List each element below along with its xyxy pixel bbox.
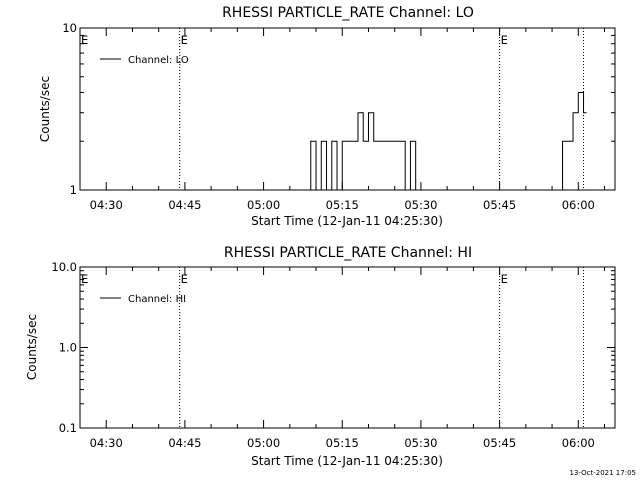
x-tick-label: 05:00 xyxy=(247,436,280,450)
hi-x-ticks: 04:30 04:45 05:00 05:15 05:30 05:45 06:00 xyxy=(90,267,606,450)
hi-legend-label: Channel: HI xyxy=(128,294,186,305)
x-tick-label: 05:45 xyxy=(483,436,516,450)
event-marker-label: E xyxy=(181,33,188,47)
x-tick-label: 04:30 xyxy=(90,436,123,450)
hi-y-axis-label: Counts/sec xyxy=(25,314,39,380)
event-marker-label: E xyxy=(181,272,188,286)
event-marker-label-left: E xyxy=(81,272,88,286)
lo-x-ticks: 04:30 04:45 05:00 05:15 05:30 05:45 06:00 xyxy=(90,28,606,212)
event-marker-label: E xyxy=(501,272,508,286)
hi-event-markers: E EE xyxy=(81,267,585,428)
hi-x-axis-label: Start Time (12-Jan-11 04:25:30) xyxy=(251,454,443,468)
x-tick-label: 06:00 xyxy=(562,436,595,450)
y-tick-label: 1 xyxy=(70,183,77,197)
hi-chart-title: RHESSI PARTICLE_RATE Channel: HI xyxy=(224,245,472,261)
hi-channel-panel: RHESSI PARTICLE_RATE Channel: HI Counts/… xyxy=(25,245,616,468)
event-marker-label: E xyxy=(501,33,508,47)
generation-timestamp: 13-Oct-2021 17:05 xyxy=(570,469,636,477)
x-tick-label: 04:30 xyxy=(90,198,123,212)
lo-plot-frame xyxy=(79,27,616,191)
x-tick-label: 05:00 xyxy=(247,198,280,212)
hi-plot-frame xyxy=(79,266,616,429)
x-tick-label: 05:15 xyxy=(326,436,359,450)
lo-legend-label: Channel: LO xyxy=(128,55,189,66)
x-tick-label: 05:15 xyxy=(326,198,359,212)
x-tick-label: 05:30 xyxy=(404,436,437,450)
lo-series xyxy=(310,91,587,191)
series-line xyxy=(310,91,587,191)
x-tick-label: 05:45 xyxy=(483,198,516,212)
x-tick-label: 04:45 xyxy=(168,198,201,212)
y-tick-label: 0.1 xyxy=(59,421,77,435)
hi-y-ticks: 0.1 1.0 10.0 xyxy=(51,260,615,435)
y-tick-label: 10 xyxy=(62,21,77,35)
x-tick-label: 05:30 xyxy=(404,198,437,212)
y-tick-label: 1.0 xyxy=(59,341,77,355)
x-tick-label: 06:00 xyxy=(562,198,595,212)
y-tick-label: 10.0 xyxy=(51,260,77,274)
lo-x-axis-label: Start Time (12-Jan-11 04:25:30) xyxy=(251,214,443,228)
event-marker-label-left: E xyxy=(81,33,88,47)
lo-y-axis-label: Counts/sec xyxy=(38,76,52,142)
lo-channel-panel: RHESSI PARTICLE_RATE Channel: LO Counts/… xyxy=(38,5,616,228)
lo-y-ticks: 1 10 xyxy=(62,21,615,197)
x-tick-label: 04:45 xyxy=(168,436,201,450)
lo-chart-title: RHESSI PARTICLE_RATE Channel: LO xyxy=(222,5,474,21)
